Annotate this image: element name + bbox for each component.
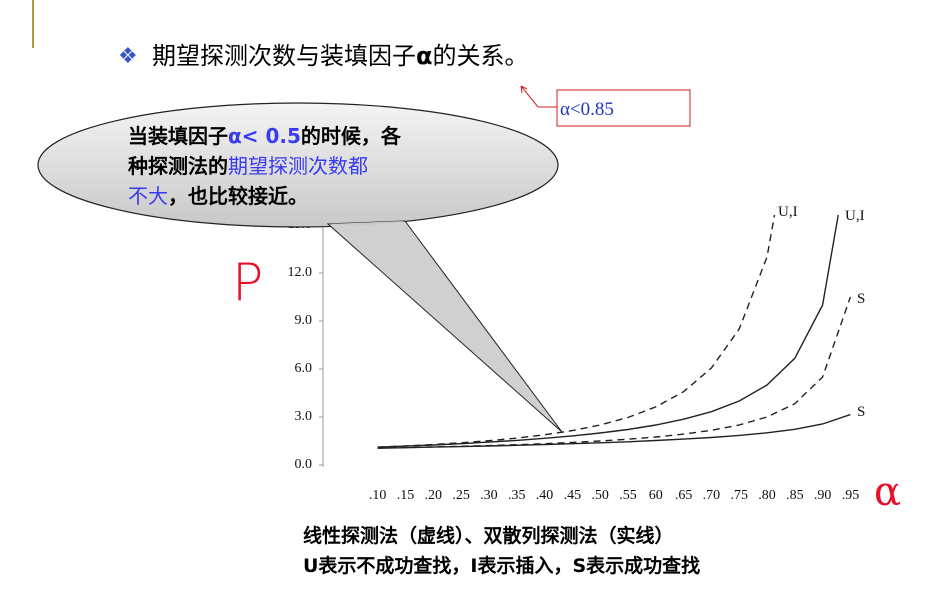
x-tick-label: .85 xyxy=(786,488,804,503)
note-arrow xyxy=(520,85,557,108)
x-tick-label: .25 xyxy=(452,488,470,503)
y-tick-label: 9.0 xyxy=(295,313,313,328)
callout-part: ，也比较接近。 xyxy=(168,184,308,208)
x-tick-label: .40 xyxy=(536,488,554,503)
callout-part: α< 0.5 xyxy=(228,124,301,148)
y-tick-label: 3.0 xyxy=(295,409,313,424)
note-box xyxy=(556,89,691,127)
y-tick-label: 6.0 xyxy=(295,361,313,376)
bullet: ❖ xyxy=(118,44,138,69)
callout-line: 种探测法的期望探测次数都 xyxy=(127,154,368,178)
x-tick-label: 60 xyxy=(649,488,663,503)
y-axis-label: P xyxy=(232,253,263,313)
series-line xyxy=(377,215,839,448)
x-tick-label: .45 xyxy=(564,488,582,503)
title-part: 期望探测次数与装填因子 xyxy=(152,42,416,70)
x-tick-label: .95 xyxy=(842,488,860,503)
caption: U表示不成功查找，I表示插入，S表示成功查找 xyxy=(303,554,700,577)
x-tick-label: .10 xyxy=(369,488,387,503)
x-tick-label: .65 xyxy=(675,488,693,503)
series-label: S xyxy=(857,404,865,420)
title-part: α xyxy=(416,42,433,70)
callout-line: 不大，也比较接近。 xyxy=(128,184,308,208)
x-tick-label: .70 xyxy=(703,488,721,503)
x-tick-label: .55 xyxy=(619,488,637,503)
x-tick-label: .50 xyxy=(591,488,609,503)
callout-part: 的时候，各 xyxy=(301,124,402,148)
title-part: 的关系。 xyxy=(433,42,529,70)
series-line xyxy=(377,413,851,449)
caption: 线性探测法（虚线）、双散列探测法（实线） xyxy=(303,524,674,547)
callout-join xyxy=(328,221,405,226)
callout-part: 期望探测次数都 xyxy=(228,154,368,178)
series-label: S xyxy=(857,291,865,307)
callout-part: 不大 xyxy=(128,184,168,208)
callout-text: 当装填因子α< 0.5的时候，各 种探测法的期望探测次数都 不大，也比较接近。 xyxy=(127,124,402,208)
x-tick-label: .35 xyxy=(508,488,526,503)
note-text: α<0.85 xyxy=(560,99,614,120)
x-tick-label: .30 xyxy=(480,488,498,503)
x-axis-label: α xyxy=(874,469,901,515)
x-tick-label: .20 xyxy=(425,488,443,503)
plot-lines xyxy=(377,215,852,449)
callout-part: 种探测法的 xyxy=(127,154,228,178)
series-label: U,I xyxy=(778,204,798,220)
y-tick-label: 0.0 xyxy=(295,457,313,472)
plot: 0.03.06.09.012.015.0.10.15.20.25.30.35.4… xyxy=(288,204,866,503)
y-tick-label: 12.0 xyxy=(288,265,313,280)
x-tick-label: .80 xyxy=(758,488,776,503)
x-tick-label: .75 xyxy=(730,488,748,503)
callout-tail xyxy=(326,220,563,433)
series-label: U,I xyxy=(845,208,865,224)
x-tick-label: .15 xyxy=(397,488,415,503)
chart-title: 期望探测次数与装填因子α的关系。 xyxy=(152,42,529,70)
callout-bubble xyxy=(37,102,559,228)
series-line xyxy=(377,215,776,448)
x-tick-label: .90 xyxy=(814,488,832,503)
callout-line: 当装填因子α< 0.5的时候，各 xyxy=(128,124,402,148)
callout-part: 当装填因子 xyxy=(128,124,228,148)
